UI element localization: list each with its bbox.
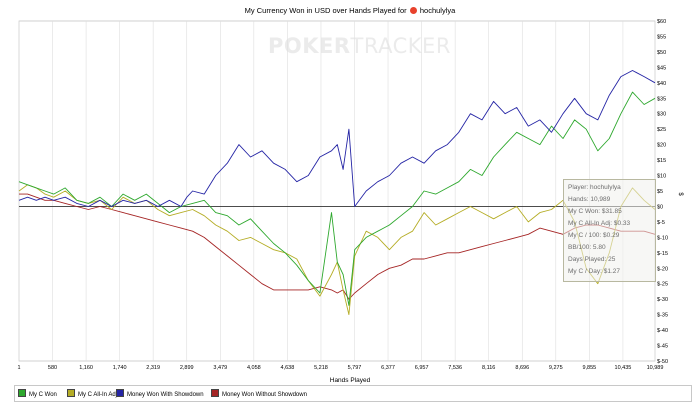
x-tick-label: 10,989 <box>647 365 664 371</box>
x-tick-label: 7,536 <box>448 365 462 371</box>
legend-item[interactable]: Money Won With Showdown <box>116 389 204 398</box>
y-axis-ticks: $60 $55 $50 $45 $40 $35 $30 $25 $20 $15 $10 $5 $0 $-5… <box>657 19 668 365</box>
series-line-2 <box>18 70 656 207</box>
y-tick-label: $45 <box>657 65 666 71</box>
x-tick-label: 2,899 <box>180 365 194 371</box>
x-tick-label: 5,218 <box>314 365 328 371</box>
y-tick-label: $5 <box>657 189 663 195</box>
legend-swatch <box>18 389 26 397</box>
y-tick-label: $-45 <box>657 344 668 350</box>
series-lines <box>18 70 656 316</box>
legend-label: My C Won <box>29 392 57 398</box>
series-line-3 <box>19 193 656 300</box>
x-tick-label: 1 <box>17 365 20 371</box>
x-tick-label: 4,058 <box>247 365 261 371</box>
grid-lines <box>18 21 656 361</box>
y-tick-label: $25 <box>657 127 666 133</box>
y-tick-label: $60 <box>657 19 666 25</box>
chart-legend: My C Won My C All-In Adj Money Won With Sh… <box>14 385 692 402</box>
legend-swatch <box>116 389 124 397</box>
legend-label: My C All-In Adj <box>78 392 118 398</box>
tooltip-line: Days Played: 25 <box>568 256 616 263</box>
x-tick-label: 2,319 <box>146 365 160 371</box>
plot-area <box>18 20 656 362</box>
watermark-thin: TRACKER <box>350 34 451 58</box>
series-line-1 <box>18 184 656 316</box>
y-tick-label: $-20 <box>657 266 668 272</box>
x-tick-label: 10,435 <box>615 365 632 371</box>
y-tick-label: $40 <box>657 81 666 87</box>
y-tick-label: $-10 <box>657 235 668 241</box>
tooltip-line: BB/100: 5.80 <box>568 244 606 251</box>
chart-title-text: My Currency Won in USD over Hands Played… <box>244 6 407 15</box>
player-icon <box>409 7 417 14</box>
watermark-logo: POKERTRACKER <box>268 34 451 58</box>
x-tick-label: 580 <box>48 365 57 371</box>
legend-label: Money Won With Showdown <box>127 392 204 398</box>
x-tick-label: 1,160 <box>79 365 93 371</box>
chart-title-player: hochulylya <box>419 6 456 15</box>
x-tick-label: 6,957 <box>415 365 429 371</box>
y-tick-label: $-50 <box>657 359 668 365</box>
x-tick-label: 4,638 <box>281 365 295 371</box>
x-axis-ticks: 1 580 1,160 1,740 2,319 2,899 3,479 4,058 4,638 5… <box>17 365 663 371</box>
tooltip-line: My C / 100: $0.29 <box>568 232 620 239</box>
legend-item[interactable]: My C Won <box>18 389 57 398</box>
x-tick-label: 9,855 <box>582 365 596 371</box>
legend-item[interactable]: Money Won Without Showdown <box>211 389 307 398</box>
legend-label: Money Won Without Showdown <box>222 392 307 398</box>
legend-swatch <box>67 389 75 397</box>
y-tick-label: $15 <box>657 158 666 164</box>
tooltip-line: Hands: 10,989 <box>568 196 611 203</box>
series-line-0 <box>18 91 656 306</box>
y-tick-label: $-35 <box>657 313 668 319</box>
tooltip-line: My C All-In Adj: $0.33 <box>568 220 631 227</box>
y-tick-label: $-15 <box>657 251 668 257</box>
y-tick-label: $0 <box>657 204 663 210</box>
y-tick-label: $35 <box>657 96 666 102</box>
y-tick-label: $-5 <box>657 220 665 226</box>
y-tick-label: $20 <box>657 143 666 149</box>
chart-title: My Currency Won in USD over Hands Played… <box>0 6 700 15</box>
tooltip-line: My C Won: $31.85 <box>568 208 622 215</box>
x-axis-label: Hands Played <box>329 377 371 384</box>
y-tick-label: $-40 <box>657 328 668 334</box>
x-tick-label: 8,116 <box>482 365 495 371</box>
x-tick-label: 5,797 <box>348 365 362 371</box>
x-tick-label: 3,479 <box>213 365 227 371</box>
y-tick-label: $-25 <box>657 282 668 288</box>
legend-item[interactable]: My C All-In Adj <box>67 389 117 398</box>
y-tick-label: $10 <box>657 174 666 180</box>
y-tick-label: $-30 <box>657 297 668 303</box>
tooltip-line: My C / Day: $1.27 <box>568 268 621 275</box>
y-tick-label: $55 <box>657 34 666 40</box>
watermark-bold: POKER <box>268 34 351 58</box>
x-tick-label: 6,377 <box>381 365 395 371</box>
x-tick-label: 9,275 <box>549 365 563 371</box>
tooltip-line: Player: hochulylya <box>568 184 621 191</box>
player-stats-tooltip: Player: hochulylya Hands: 10,989 My C Won:… <box>563 179 656 282</box>
x-tick-label: 8,696 <box>515 365 529 371</box>
y-axis-label: $ <box>677 192 683 196</box>
y-tick-label: $50 <box>657 50 666 56</box>
legend-swatch <box>211 389 219 397</box>
y-tick-label: $30 <box>657 112 666 118</box>
x-tick-label: 1,740 <box>113 365 127 371</box>
